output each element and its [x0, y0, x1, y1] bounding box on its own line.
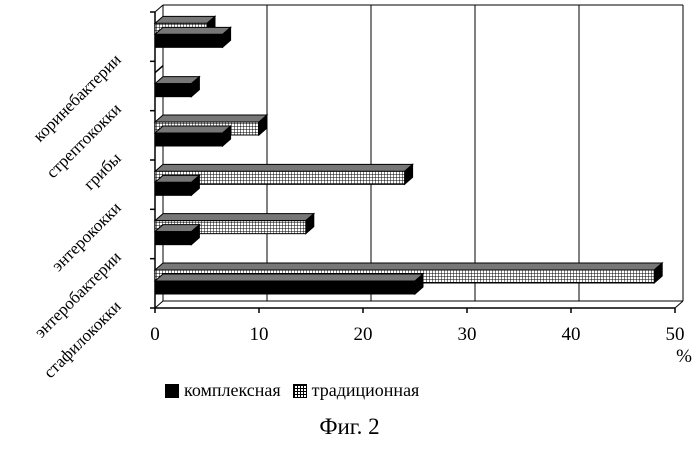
category-label: коринебактерии	[29, 50, 124, 145]
depth-edge-right	[675, 301, 683, 308]
bar-front-face	[155, 232, 191, 245]
bar-front-face	[155, 281, 415, 294]
bar-front-face	[155, 182, 191, 195]
x-tick-label: 50	[666, 324, 685, 345]
category-labels: стафилококкиэнтеробактерииэнтерококкигри…	[29, 50, 125, 380]
bar-complex	[155, 77, 199, 97]
legend-swatch-solid	[165, 384, 179, 398]
bar-top-face	[155, 115, 267, 122]
bar-top-face	[155, 263, 662, 270]
bar-top-face	[155, 164, 413, 171]
x-tick-label: 40	[562, 324, 581, 345]
legend-swatch-grid	[293, 384, 307, 398]
x-tick-label: 20	[354, 324, 373, 345]
bar-complex	[155, 27, 231, 47]
bar-top-face	[155, 126, 231, 133]
bar-complex	[155, 274, 423, 294]
bar-complex	[155, 225, 199, 245]
legend-item-traditional: традиционная	[293, 380, 420, 401]
bar-complex	[155, 126, 231, 146]
bar-traditional	[155, 66, 163, 73]
bar-top-face	[155, 16, 215, 23]
bar-complex	[155, 175, 199, 195]
x-tick-label: 30	[458, 324, 477, 345]
bar-top-face	[155, 27, 231, 34]
depth-edge-bottom	[155, 301, 163, 308]
bar-top-face	[155, 214, 314, 221]
bar-front-face	[155, 84, 191, 97]
depth-edge-top	[155, 5, 163, 12]
category-label: энтеробактерии	[31, 247, 125, 341]
x-tick-label: 10	[250, 324, 269, 345]
x-tick-label: 0	[150, 324, 160, 345]
legend-item-complex: комплексная	[165, 380, 281, 401]
bar-stub	[155, 66, 163, 73]
figure-caption: Фиг. 2	[0, 414, 699, 440]
legend-label-complex: комплексная	[184, 380, 281, 401]
gridlines	[163, 5, 683, 301]
bar-top-face	[155, 274, 423, 281]
bar-front-face	[155, 133, 223, 146]
x-unit-label: %	[676, 346, 692, 367]
category-label: грибы	[80, 148, 125, 193]
legend: комплексная традиционная	[165, 380, 431, 401]
legend-label-traditional: традиционная	[312, 380, 420, 401]
bar-chart: 0 10 20 30 40 50 стафилококкиэнтеробактерииэн…	[0, 0, 699, 380]
x-tick-labels: 0 10 20 30 40 50	[150, 324, 684, 345]
bar-front-face	[155, 34, 223, 47]
bars	[155, 16, 662, 294]
